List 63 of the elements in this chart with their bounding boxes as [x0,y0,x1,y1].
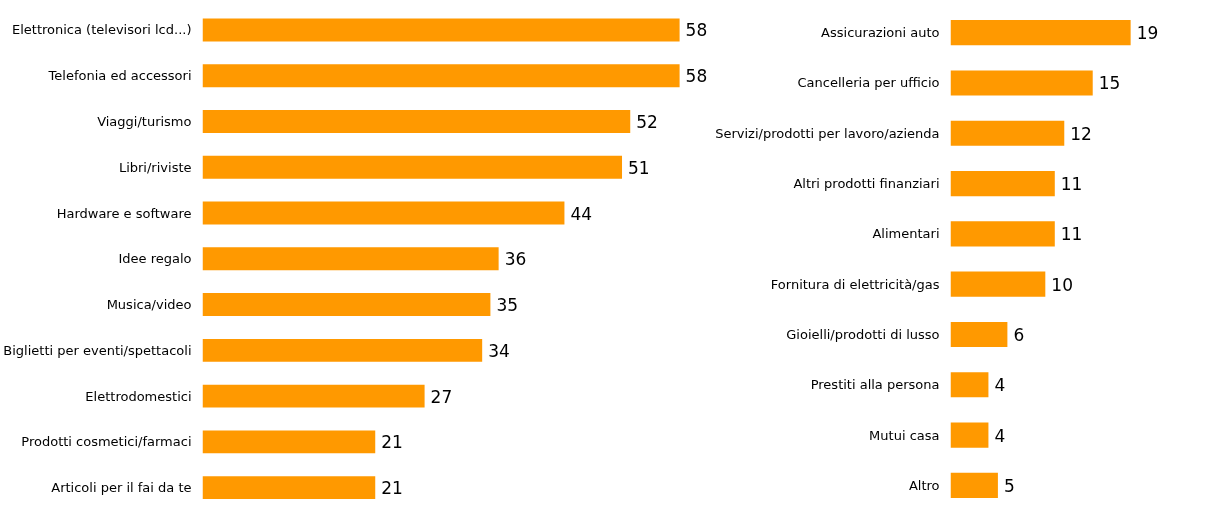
y-tick-label: Elettrodomestici [85,388,192,404]
bar [950,171,1055,197]
data-label: 5 [1003,475,1015,496]
data-label: 21 [381,432,403,453]
bar [202,384,425,408]
data-label: 15 [1098,73,1121,94]
data-label: 19 [1136,23,1159,44]
data-label: 4 [994,425,1006,446]
data-label: 58 [685,20,708,41]
y-tick-label: Mutui casa [869,427,940,443]
y-tick-label: Servizi/prodotti per lavoro/azienda [715,125,940,141]
data-label: 52 [636,111,658,132]
data-label: 11 [1060,174,1083,195]
data-label: 35 [496,295,519,316]
y-tick-label: Prodotti cosmetici/farmaci [21,434,192,450]
bar [202,110,631,133]
data-label: 11 [1060,224,1083,245]
data-label: 44 [570,203,593,224]
bar [202,247,499,271]
data-label: 21 [381,478,403,499]
data-label: 4 [994,375,1006,396]
y-tick-label: Cancelleria per ufficio [797,75,940,91]
bar [202,64,680,88]
data-label: 10 [1051,274,1073,295]
data-label: 6 [1013,324,1025,345]
data-label: 51 [628,157,650,178]
bar [950,422,989,448]
y-tick-label: Assicurazioni auto [821,25,940,41]
y-tick-label: Musica/video [106,297,192,313]
y-tick-label: Altro [908,477,940,493]
bar [202,201,565,225]
bar [202,293,491,316]
bar [202,338,483,362]
y-tick-label: Hardware e software [56,205,192,221]
bar [202,430,376,454]
y-tick-label: Idee regalo [118,251,192,267]
y-tick-label: Libri/riviste [118,159,192,175]
bar [950,120,1065,146]
bar [950,221,1055,247]
data-label: 34 [488,340,510,361]
y-tick-label: Biglietti per eventi/spettacoli [3,342,192,358]
y-tick-label: Elettronica (televisori lcd...) [11,22,192,38]
y-tick-label: Viaggi/turismo [97,113,192,129]
bar [950,321,1008,348]
bar [950,20,1131,46]
bar [950,472,998,498]
bar [202,155,623,179]
bar [202,476,376,500]
y-tick-label: Alimentari [872,226,940,242]
y-tick-label: Fornitura di elettricità/gas [770,276,940,292]
data-label: 58 [685,66,708,87]
data-label: 27 [430,386,453,407]
bar [202,18,680,42]
y-tick-label: Telefonia ed accessori [47,68,192,84]
bar [950,271,1046,297]
y-tick-label: Altri prodotti finanziari [793,176,940,192]
bar [950,70,1093,96]
bar [950,372,989,398]
y-tick-label: Prestiti alla persona [810,377,940,393]
data-label: 36 [504,249,527,270]
y-tick-label: Gioielli/prodotti di lusso [786,326,940,342]
data-label: 12 [1070,123,1092,144]
y-tick-label: Articoli per il fai da te [51,480,192,496]
